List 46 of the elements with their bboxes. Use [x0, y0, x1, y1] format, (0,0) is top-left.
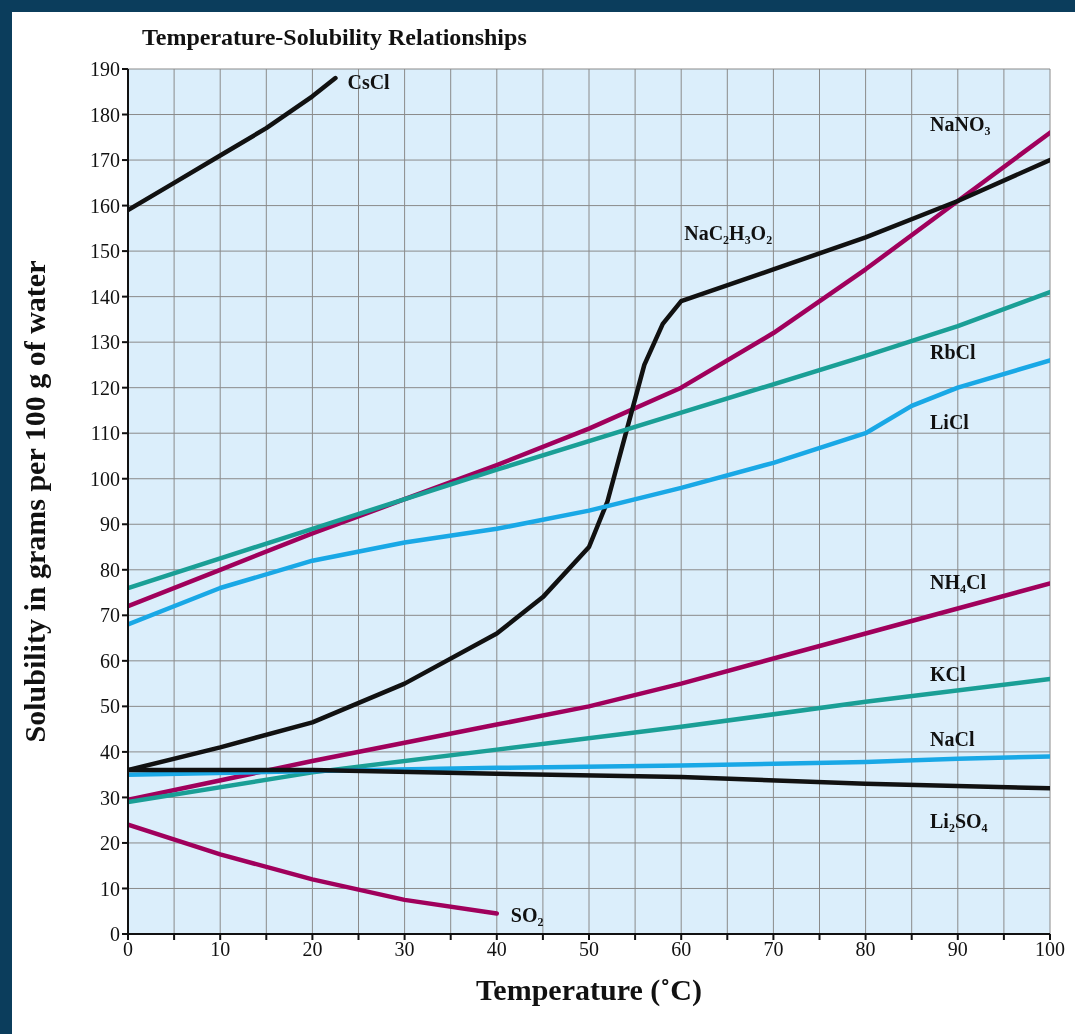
x-tick-label: 60: [671, 938, 692, 961]
y-tick-label: 60: [100, 649, 120, 672]
series-label: Li₂SO₄: [930, 809, 988, 832]
x-tick-label: 50: [579, 938, 599, 961]
x-tick-label: 20: [302, 938, 323, 961]
y-tick-label: 120: [90, 376, 120, 399]
y-tick-label: 110: [90, 422, 120, 445]
x-tick-label: 70: [763, 938, 784, 961]
y-tick-label: 70: [100, 604, 120, 627]
y-tick-label: 180: [90, 103, 120, 126]
y-tick-label: 40: [100, 740, 120, 763]
series-label: CsCl: [347, 70, 391, 93]
y-tick-label: 10: [100, 877, 120, 900]
x-tick-label: 100: [1035, 938, 1065, 961]
y-tick-label: 80: [100, 558, 120, 581]
x-tick-label: 90: [947, 938, 968, 961]
series-label: NaC₂H₃O₂: [684, 221, 773, 244]
chart-title: Temperature-Solubility Relationships: [142, 24, 527, 51]
y-tick-label: 140: [90, 285, 120, 308]
x-axis-title: Temperature (˚C): [476, 973, 702, 1007]
series-label: SO₂: [510, 904, 544, 927]
y-tick-label: 50: [100, 695, 120, 718]
series-label: NaNO₃: [930, 113, 991, 136]
line-series: [128, 822, 500, 916]
y-tick-label: 160: [90, 194, 120, 217]
y-tick-label: 30: [100, 786, 120, 809]
x-tick-label: 30: [394, 938, 415, 961]
x-tick-label: 40: [486, 938, 507, 961]
y-tick-label: 190: [90, 58, 120, 81]
x-tick-label: 10: [210, 938, 231, 961]
series-label: NH₄Cl: [930, 571, 987, 594]
series-label: LiCl: [930, 410, 970, 433]
line-series: [128, 289, 1050, 591]
y-tick-label: 90: [100, 513, 120, 536]
x-tick-label: 80: [855, 938, 876, 961]
y-tick-label: 20: [100, 832, 120, 855]
y-tick-label: 170: [90, 149, 120, 172]
y-tick-label: 0: [110, 923, 120, 946]
series-label: NaCl: [930, 728, 975, 751]
series-label: KCl: [930, 662, 966, 685]
line-series: [128, 358, 1050, 627]
y-tick-label: 100: [90, 467, 120, 490]
y-tick-label: 130: [90, 331, 120, 354]
y-axis-title: Solubility in grams per 100 g of water: [17, 260, 51, 743]
y-tick-label: 150: [90, 240, 120, 263]
series-label: RbCl: [930, 340, 977, 363]
